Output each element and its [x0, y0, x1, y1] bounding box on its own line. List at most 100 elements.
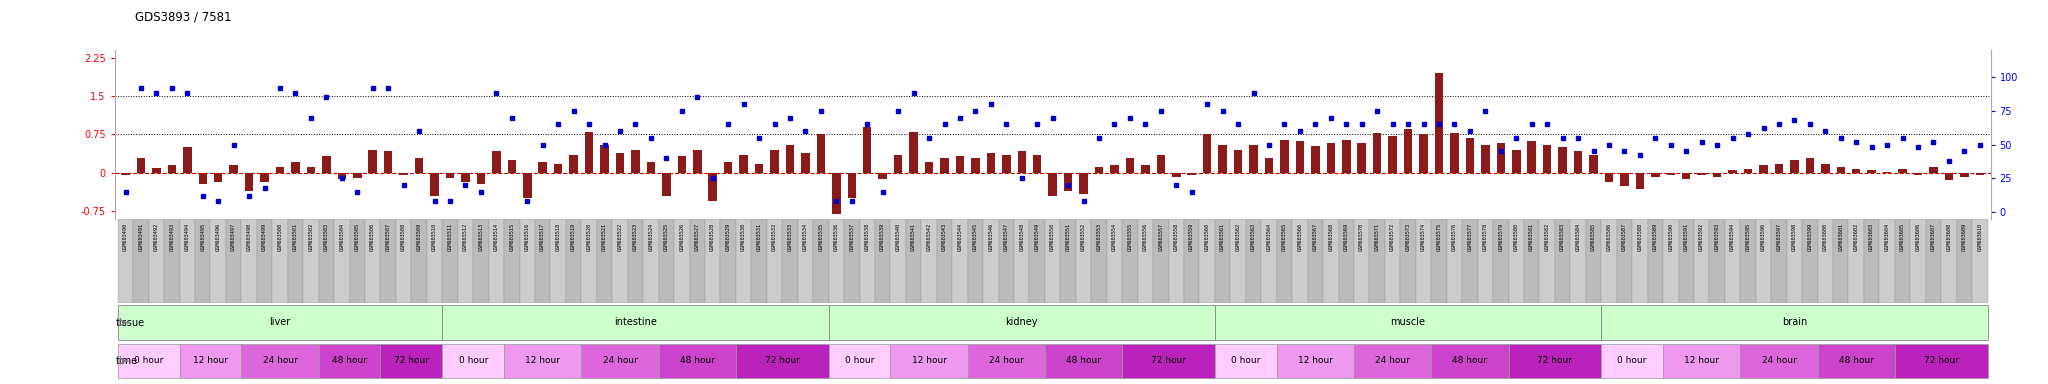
Bar — [1296, 141, 1305, 173]
Bar — [674, 219, 690, 303]
Text: GSM603519: GSM603519 — [571, 223, 575, 251]
Bar — [1776, 164, 1784, 173]
Text: GSM603578: GSM603578 — [1483, 223, 1487, 251]
Text: 0 hour: 0 hour — [133, 356, 164, 365]
Text: GSM603500: GSM603500 — [279, 223, 283, 251]
Bar — [1276, 344, 1354, 378]
Bar — [1868, 170, 1876, 173]
Text: GSM603545: GSM603545 — [973, 223, 977, 251]
Bar — [799, 219, 813, 303]
Text: GSM603608: GSM603608 — [1946, 223, 1952, 251]
Bar — [365, 219, 381, 303]
Text: GSM603509: GSM603509 — [416, 223, 422, 251]
Text: GSM603583: GSM603583 — [1561, 223, 1565, 251]
Bar — [1122, 219, 1137, 303]
Bar — [1079, 173, 1087, 194]
Bar — [121, 173, 129, 175]
Bar — [1341, 139, 1350, 173]
Text: 48 hour: 48 hour — [1452, 356, 1487, 365]
Bar — [508, 160, 516, 173]
Text: GSM603598: GSM603598 — [1792, 223, 1796, 251]
Bar — [168, 165, 176, 173]
Bar — [276, 167, 285, 173]
Bar — [322, 156, 330, 173]
Text: 12 hour: 12 hour — [1683, 356, 1718, 365]
Text: GSM603610: GSM603610 — [1976, 223, 1982, 251]
Text: GSM603530: GSM603530 — [741, 223, 745, 251]
Text: GSM603595: GSM603595 — [1745, 223, 1751, 251]
Bar — [1231, 219, 1245, 303]
Text: GSM603551: GSM603551 — [1065, 223, 1071, 251]
Bar — [1616, 219, 1632, 303]
Bar — [473, 219, 489, 303]
Bar — [1262, 219, 1276, 303]
Text: GSM603590: GSM603590 — [1669, 223, 1673, 251]
Bar — [1202, 134, 1212, 173]
Bar — [1245, 219, 1262, 303]
Bar — [1323, 219, 1339, 303]
Text: GSM603587: GSM603587 — [1622, 223, 1626, 251]
Bar — [1497, 143, 1505, 173]
Bar — [1960, 173, 1968, 177]
Bar — [860, 219, 874, 303]
Text: GSM603560: GSM603560 — [1204, 223, 1210, 251]
Bar — [1200, 219, 1214, 303]
Text: GSM603586: GSM603586 — [1606, 223, 1612, 251]
Bar — [1849, 219, 1864, 303]
Bar — [1307, 219, 1323, 303]
Bar — [1913, 173, 1923, 175]
Bar — [1817, 219, 1833, 303]
Text: GSM603565: GSM603565 — [1282, 223, 1286, 251]
Text: 0 hour: 0 hour — [1231, 356, 1260, 365]
Bar — [338, 173, 346, 179]
Bar — [1710, 219, 1724, 303]
Text: intestine: intestine — [614, 317, 657, 327]
Bar — [582, 219, 596, 303]
Bar — [659, 219, 674, 303]
Bar — [1647, 219, 1663, 303]
Text: GSM603577: GSM603577 — [1468, 223, 1473, 251]
Bar — [879, 173, 887, 179]
Text: GSM603497: GSM603497 — [231, 223, 236, 251]
Bar — [539, 162, 547, 173]
Text: GSM603549: GSM603549 — [1034, 223, 1040, 251]
Text: GSM603502: GSM603502 — [309, 223, 313, 251]
Bar — [1106, 219, 1122, 303]
Text: GSM603596: GSM603596 — [1761, 223, 1765, 251]
Bar — [1821, 164, 1829, 173]
Text: GSM603559: GSM603559 — [1190, 223, 1194, 251]
Bar — [477, 173, 485, 184]
Bar — [1851, 169, 1860, 173]
Bar — [1817, 344, 1894, 378]
Bar — [786, 145, 795, 173]
Bar — [504, 344, 582, 378]
Bar — [1755, 219, 1772, 303]
Bar — [690, 219, 705, 303]
Bar — [1446, 219, 1462, 303]
Bar — [535, 219, 551, 303]
Bar — [272, 219, 289, 303]
Bar — [383, 151, 393, 173]
Text: GSM603591: GSM603591 — [1683, 223, 1690, 251]
Bar — [1122, 344, 1214, 378]
Bar — [1632, 219, 1647, 303]
Bar — [1214, 344, 1276, 378]
Text: GSM603528: GSM603528 — [711, 223, 715, 251]
Text: GSM603538: GSM603538 — [864, 223, 870, 251]
Text: GSM603579: GSM603579 — [1499, 223, 1503, 251]
Bar — [1462, 219, 1477, 303]
Text: 12 hour: 12 hour — [911, 356, 946, 365]
Bar — [1370, 219, 1384, 303]
Bar — [752, 219, 766, 303]
Text: GSM603540: GSM603540 — [895, 223, 901, 251]
Bar — [1358, 143, 1366, 173]
Text: GSM603607: GSM603607 — [1931, 223, 1935, 251]
Bar — [600, 145, 608, 173]
Bar — [133, 219, 150, 303]
Bar — [1141, 165, 1149, 173]
Text: GSM603588: GSM603588 — [1638, 223, 1642, 251]
Text: GSM603570: GSM603570 — [1360, 223, 1364, 251]
Bar — [1032, 155, 1042, 173]
Text: GSM603600: GSM603600 — [1823, 223, 1827, 251]
Bar — [766, 219, 782, 303]
